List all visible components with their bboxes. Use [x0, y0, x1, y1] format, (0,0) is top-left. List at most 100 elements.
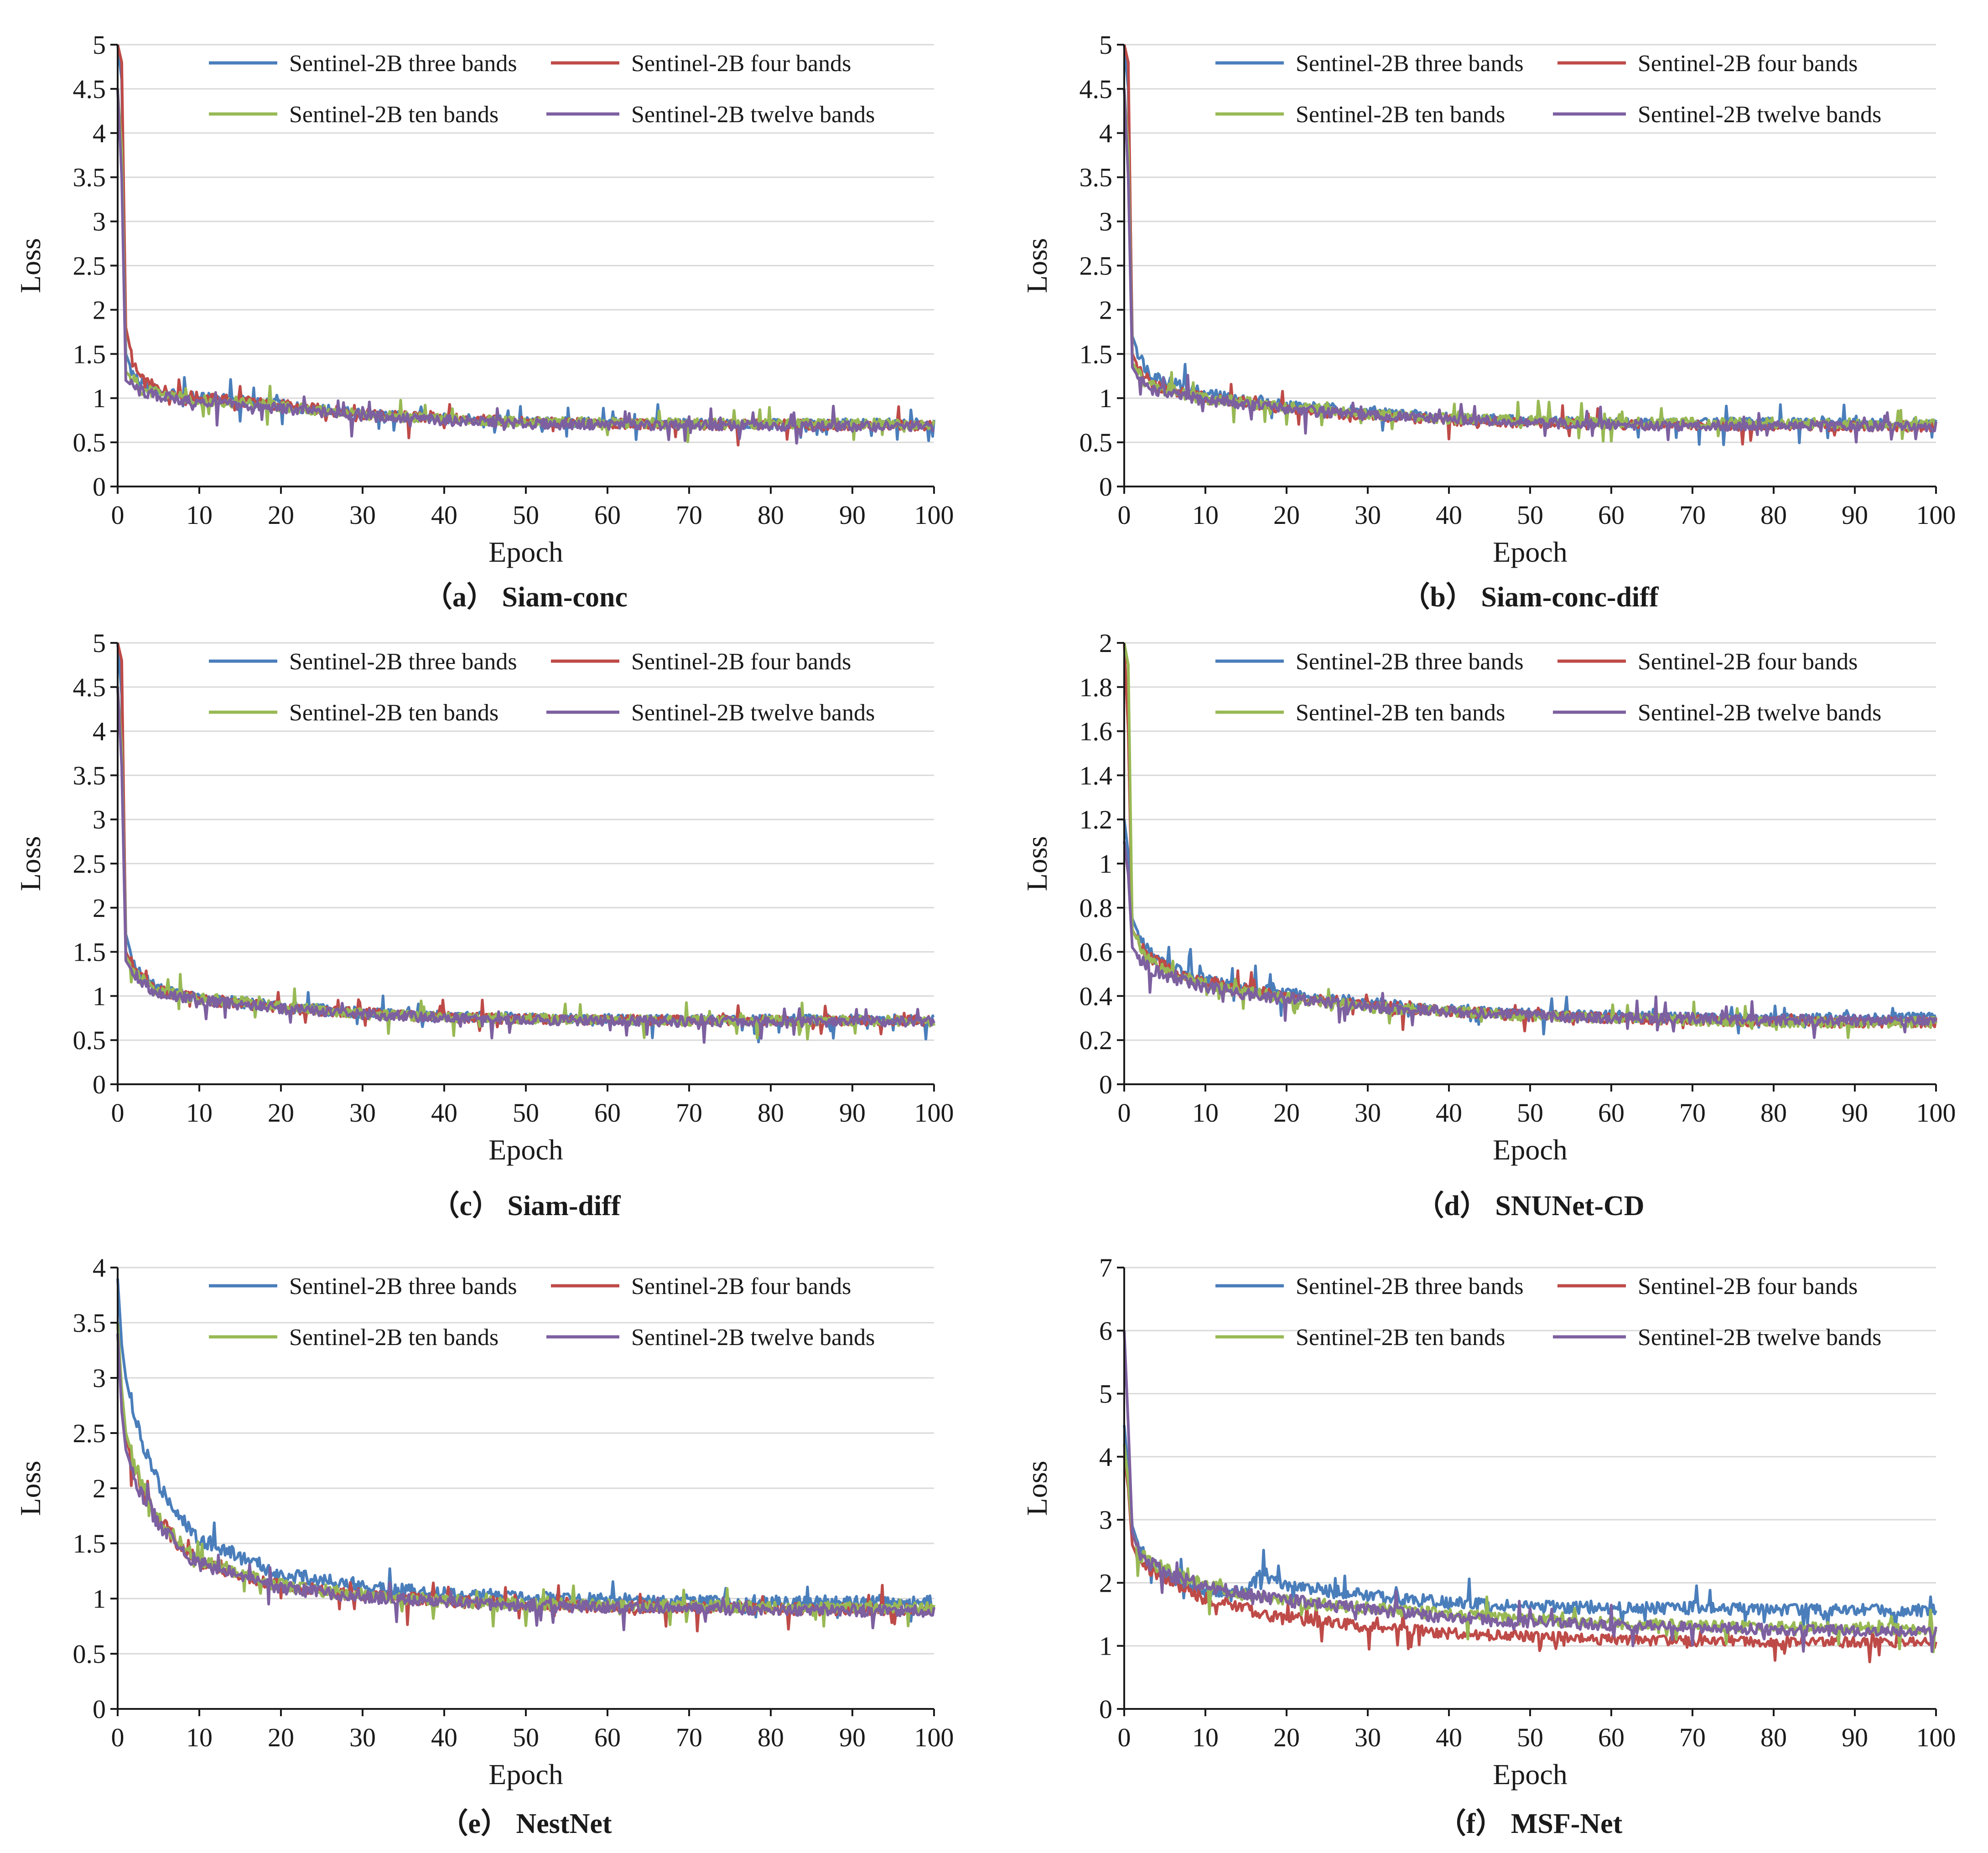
x-tick-label: 80	[758, 1098, 784, 1128]
x-tick-label: 50	[513, 1723, 539, 1752]
legend-item-three: Sentinel-2B three bands	[1215, 1273, 1524, 1299]
x-tick-label: 10	[1192, 1723, 1219, 1752]
x-tick-label: 60	[1598, 500, 1625, 530]
x-tick-label: 80	[1760, 1098, 1787, 1128]
legend-label: Sentinel-2B ten bands	[1296, 1325, 1505, 1351]
legend-label: Sentinel-2B four bands	[631, 649, 851, 675]
y-tick-label: 0	[1099, 472, 1112, 502]
legend-item-twelve: Sentinel-2B twelve bands	[1553, 102, 1881, 128]
legend-label: Sentinel-2B three bands	[289, 51, 517, 77]
legend-label: Sentinel-2B four bands	[631, 1273, 851, 1299]
x-tick-label: 0	[111, 1098, 125, 1128]
x-tick-label: 30	[1355, 500, 1381, 530]
x-tick-label: 0	[1118, 1098, 1131, 1128]
y-tick-label: 1.2	[1080, 805, 1113, 834]
x-tick-label: 60	[594, 1723, 621, 1752]
y-tick-label: 0.2	[1080, 1025, 1113, 1055]
x-tick-label: 20	[1273, 1098, 1300, 1128]
x-tick-label: 50	[1517, 500, 1543, 530]
legend-label: Sentinel-2B four bands	[1638, 1273, 1858, 1299]
x-axis-title: Epoch	[488, 1758, 563, 1791]
y-tick-label: 0.6	[1080, 937, 1113, 967]
legend-label: Sentinel-2B three bands	[1296, 1273, 1524, 1299]
y-tick-label: 2	[93, 893, 106, 923]
y-tick-label: 2.5	[73, 1418, 106, 1448]
y-tick-label: 4.5	[73, 673, 106, 702]
y-tick-label: 3	[1099, 207, 1112, 237]
x-tick-label: 20	[268, 1098, 294, 1128]
y-tick-label: 0	[93, 472, 106, 502]
series-line-twelve	[116, 88, 935, 445]
y-tick-label: 3	[93, 805, 106, 834]
x-axis-title: Epoch	[488, 1134, 563, 1166]
legend-label: Sentinel-2B three bands	[1296, 649, 1524, 675]
x-axis-title: Epoch	[1493, 1758, 1568, 1791]
chart-panel-d: 00.20.40.60.811.21.41.61.820 10 20 30 40 50 60…	[1021, 628, 1956, 1222]
x-tick-label: 20	[268, 1723, 294, 1752]
y-tick-label: 1.6	[1080, 717, 1113, 746]
x-tick-label: 60	[594, 500, 621, 530]
panel-caption: （a） Siam-conc	[424, 581, 628, 613]
legend-item-twelve: Sentinel-2B twelve bands	[1553, 700, 1881, 726]
y-tick-label: 6	[1099, 1316, 1112, 1346]
x-tick-label: 90	[839, 1098, 866, 1128]
x-tick-label: 80	[758, 500, 784, 530]
y-tick-label: 5	[1099, 30, 1112, 60]
panel-caption: （b） Siam-conc-diff	[1401, 581, 1659, 613]
legend-label: Sentinel-2B twelve bands	[631, 1325, 875, 1351]
y-tick-label: 1	[93, 1584, 106, 1614]
x-tick-label: 70	[676, 1098, 702, 1128]
y-axis-title: Loss	[14, 238, 47, 293]
y-tick-label: 7	[1099, 1253, 1112, 1283]
y-tick-label: 1	[1099, 849, 1112, 879]
x-tick-label: 30	[349, 1723, 376, 1752]
x-tick-label: 40	[1436, 500, 1462, 530]
y-tick-label: 0.5	[73, 1025, 106, 1055]
legend-item-ten: Sentinel-2B ten bands	[209, 700, 498, 726]
x-tick-label: 30	[1355, 1098, 1381, 1128]
x-tick-label: 50	[1517, 1098, 1543, 1128]
y-tick-label: 1.5	[73, 1529, 106, 1558]
legend-label: Sentinel-2B twelve bands	[1638, 700, 1881, 726]
x-axis-title: Epoch	[488, 536, 563, 568]
series-line-four	[116, 1322, 935, 1633]
panel-caption: （c） Siam-diff	[431, 1190, 621, 1222]
legend-item-four: Sentinel-2B four bands	[1557, 649, 1858, 675]
legend-item-three: Sentinel-2B three bands	[209, 1273, 517, 1299]
x-tick-label: 10	[186, 1723, 213, 1752]
y-tick-label: 1.5	[73, 937, 106, 967]
y-tick-label: 5	[93, 30, 106, 60]
x-tick-label: 70	[1679, 1098, 1706, 1128]
y-tick-label: 1	[93, 981, 106, 1011]
y-tick-label: 4.5	[73, 74, 106, 104]
x-tick-label: 70	[676, 1723, 702, 1752]
legend-label: Sentinel-2B three bands	[289, 649, 517, 675]
legend-item-ten: Sentinel-2B ten bands	[1215, 102, 1505, 128]
x-tick-label: 20	[1273, 1723, 1300, 1752]
legend-label: Sentinel-2B twelve bands	[1638, 102, 1881, 128]
legend-label: Sentinel-2B three bands	[1296, 51, 1524, 77]
x-tick-label: 0	[111, 1723, 125, 1752]
x-tick-label: 10	[186, 1098, 213, 1128]
x-axis-title: Epoch	[1493, 1134, 1568, 1166]
y-tick-label: 2.5	[1080, 251, 1113, 281]
y-tick-label: 2	[93, 295, 106, 325]
x-tick-label: 20	[268, 500, 294, 530]
series-line-three	[1123, 1425, 1937, 1631]
y-tick-label: 3.5	[73, 761, 106, 790]
series-line-ten	[1123, 1444, 1937, 1653]
x-tick-label: 90	[1842, 1723, 1868, 1752]
legend-label: Sentinel-2B ten bands	[1296, 700, 1505, 726]
legend-item-four: Sentinel-2B four bands	[551, 51, 851, 77]
x-tick-label: 50	[513, 500, 539, 530]
y-tick-label: 0	[93, 1070, 106, 1099]
legend-item-twelve: Sentinel-2B twelve bands	[546, 102, 875, 128]
x-tick-label: 80	[1760, 500, 1787, 530]
chart-panel-e: 00.511.522.533.540 10 20 30 40 50 60 70 80 90 100E…	[14, 1253, 954, 1839]
legend-item-twelve: Sentinel-2B twelve bands	[1553, 1325, 1881, 1351]
x-tick-label: 40	[431, 500, 457, 530]
y-tick-label: 1.8	[1080, 673, 1113, 702]
y-tick-label: 4	[93, 717, 106, 746]
y-tick-label: 5	[1099, 1379, 1112, 1409]
y-tick-label: 2.5	[73, 251, 106, 281]
